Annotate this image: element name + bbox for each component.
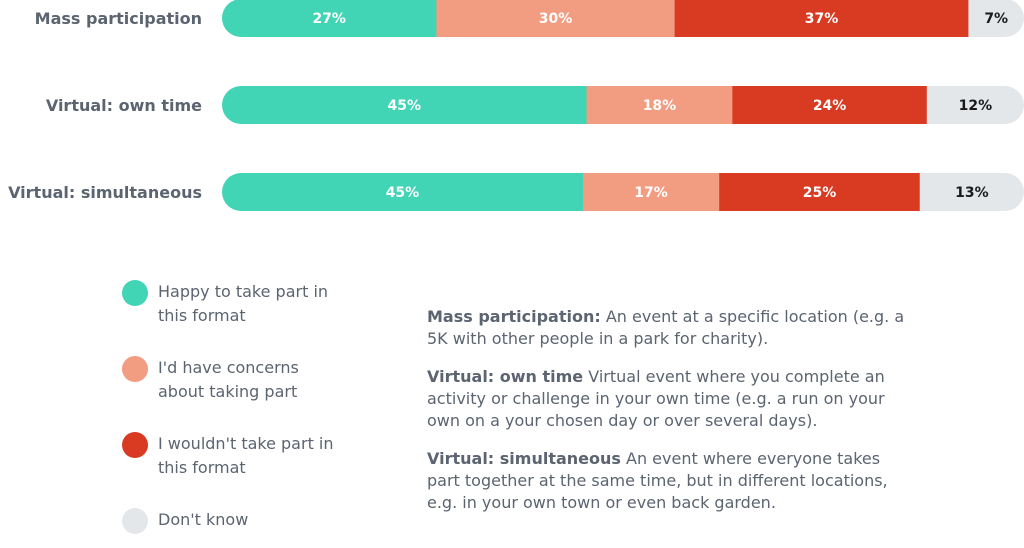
bar-segment xyxy=(586,86,733,124)
definition-mass-participation: Mass participation: An event at a specif… xyxy=(427,306,907,350)
bar-segment xyxy=(732,86,928,124)
definition-term: Virtual: own time xyxy=(427,367,584,386)
definition-text: Virtual event where you complete an acti… xyxy=(427,367,885,430)
row-label: Mass participation xyxy=(35,9,202,28)
definitions: Mass participation: An event at a specif… xyxy=(427,290,907,529)
bar-segment xyxy=(968,0,1024,37)
data-label: 12% xyxy=(959,98,993,114)
legend: Happy to take part in this format I'd hav… xyxy=(122,280,392,548)
legend-label-concerns: I'd have concerns about taking part xyxy=(158,358,299,401)
definition-virtual-own-time: Virtual: own time Virtual event where yo… xyxy=(427,366,907,432)
legend-item-happy: Happy to take part in this format xyxy=(122,280,392,356)
data-label: 18% xyxy=(643,98,677,114)
bar-segment xyxy=(926,86,1024,124)
row-label: Virtual: own time xyxy=(46,96,202,115)
definition-term: Mass participation: xyxy=(427,307,601,326)
bar-row xyxy=(222,86,1024,124)
legend-label-dont-know: Don't know xyxy=(158,510,249,529)
bar-row xyxy=(222,173,1024,211)
bar-segment xyxy=(222,86,588,124)
data-label: 17% xyxy=(634,185,668,201)
bar-segment xyxy=(436,0,676,37)
definition-virtual-simultaneous: Virtual: simultaneous An event where eve… xyxy=(427,448,907,514)
stacked-bar-chart: Mass participation 27% 30% 37% 7% Virtual: ow… xyxy=(8,0,1024,211)
data-label: 37% xyxy=(805,11,839,27)
bar-segment xyxy=(222,0,437,37)
legend-swatch-happy xyxy=(122,280,148,306)
legend-label-wouldnt: I wouldn't take part in this format xyxy=(158,434,334,477)
legend-swatch-dont-know xyxy=(122,508,148,534)
data-label: 24% xyxy=(813,98,847,114)
data-label: 25% xyxy=(803,185,837,201)
data-label: 7% xyxy=(984,11,1008,27)
bar-segment xyxy=(674,0,969,37)
row-label: Virtual: simultaneous xyxy=(8,183,202,202)
legend-swatch-concerns xyxy=(122,356,148,382)
legend-swatch-wouldnt xyxy=(122,432,148,458)
definition-text: An event where everyone takes part toget… xyxy=(427,449,888,512)
data-label: 45% xyxy=(388,98,422,114)
definition-term: Virtual: simultaneous xyxy=(427,449,621,468)
data-label: 30% xyxy=(539,11,573,27)
bar-segment xyxy=(719,173,921,211)
bar-segment xyxy=(919,173,1024,211)
data-label: 45% xyxy=(386,185,420,201)
legend-item-concerns: I'd have concerns about taking part xyxy=(122,356,392,432)
definition-text: An event at a specific location (e.g. a … xyxy=(427,307,905,348)
data-label: 27% xyxy=(312,11,346,27)
bar-segment xyxy=(582,173,720,211)
bar-segment xyxy=(222,173,584,211)
data-label: 13% xyxy=(955,185,989,201)
legend-label-happy: Happy to take part in this format xyxy=(158,282,329,325)
legend-item-wouldnt: I wouldn't take part in this format xyxy=(122,432,392,508)
bar-row xyxy=(222,0,1024,37)
legend-item-dont-know: Don't know xyxy=(122,508,392,548)
